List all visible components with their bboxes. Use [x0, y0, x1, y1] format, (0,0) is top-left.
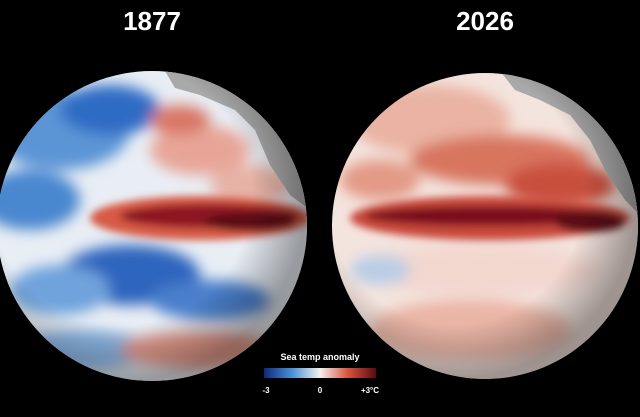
legend-tick: 0 [318, 386, 323, 395]
globe-1877 [0, 71, 307, 381]
legend-tick: -3 [262, 386, 270, 395]
legend-title: Sea temp anomaly [280, 352, 359, 362]
globe-2026 [332, 73, 638, 379]
panel-title: 1877 [123, 6, 181, 36]
legend-tick: +3°C [361, 386, 379, 395]
panel-title: 2026 [456, 6, 514, 36]
colorbar [264, 368, 376, 378]
